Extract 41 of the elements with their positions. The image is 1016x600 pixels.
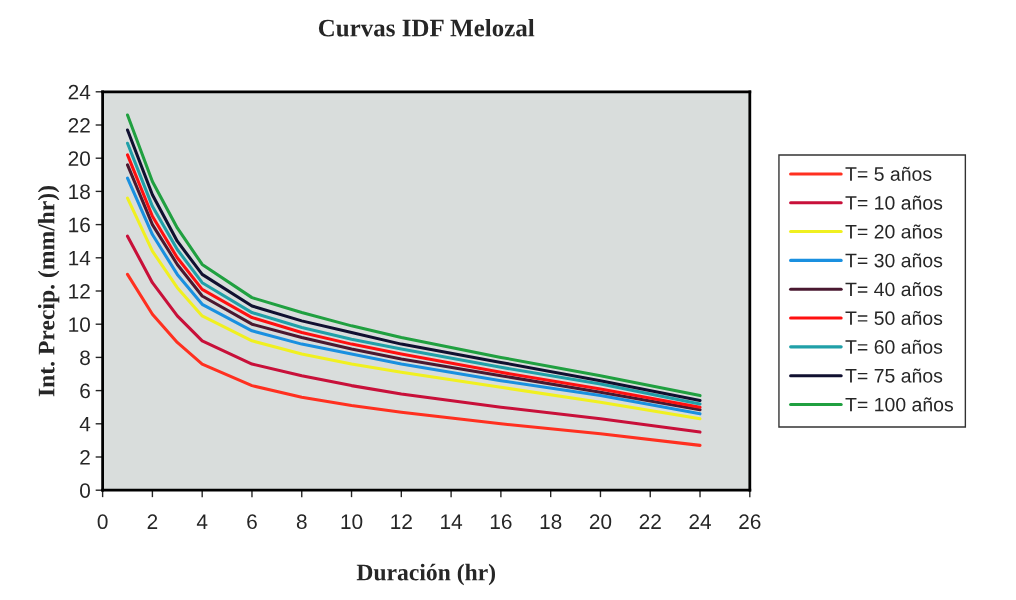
line-series xyxy=(125,234,702,434)
x-tick-label: 14 xyxy=(441,514,463,529)
x-tick-label: 2 xyxy=(147,514,158,529)
y-tick-label: 24 xyxy=(68,84,91,100)
y-tick-label: 14 xyxy=(69,251,91,266)
y-tick-label: 16 xyxy=(69,217,90,233)
y-tick-label: 20 xyxy=(68,151,90,166)
x-tick-label: 4 xyxy=(196,514,208,529)
y-tick-label: 8 xyxy=(80,350,90,366)
x-tick-label: 18 xyxy=(540,514,562,530)
y-tick-label: 6 xyxy=(80,383,90,399)
y-tick-label: 18 xyxy=(69,184,90,200)
x-tick-label: 22 xyxy=(639,514,661,529)
x-tick-label: 10 xyxy=(341,514,363,530)
line-series xyxy=(125,272,702,447)
legend-label: T= 5 años xyxy=(845,166,932,181)
legend-label: T= 10 años xyxy=(845,195,943,210)
y-tick-label: 12 xyxy=(69,284,90,299)
legend-label: T= 20 años xyxy=(845,224,943,239)
y-axis-title: Int. Precip. (mm/hr)) xyxy=(37,186,60,397)
x-tick-label: 12 xyxy=(391,514,412,529)
x-tick-label: 0 xyxy=(97,514,108,530)
y-tick-label: 22 xyxy=(68,118,90,133)
y-tick-label: 10 xyxy=(69,317,90,332)
legend-label: T= 100 años xyxy=(845,397,953,412)
y-tick-label: 0 xyxy=(80,483,90,498)
x-axis-title: Duración (hr) xyxy=(356,563,496,586)
x-tick-label: 26 xyxy=(739,514,761,530)
x-tick-label: 8 xyxy=(296,514,307,530)
x-tick-label: 16 xyxy=(490,514,512,530)
legend-label: T= 30 años xyxy=(845,253,943,268)
x-tick-label: 6 xyxy=(247,514,257,530)
x-tick-label: 20 xyxy=(589,514,612,530)
y-tick-label: 2 xyxy=(80,450,90,465)
y-tick-label: 4 xyxy=(79,417,91,432)
legend-label: T= 50 años xyxy=(845,310,943,326)
chart-title: Curvas IDF Melozal xyxy=(318,18,535,37)
x-tick-label: 24 xyxy=(689,514,711,529)
legend-label: T= 40 años xyxy=(845,282,943,297)
legend-label: T= 75 años xyxy=(845,368,943,383)
legend-label: T= 60 años xyxy=(845,339,943,354)
